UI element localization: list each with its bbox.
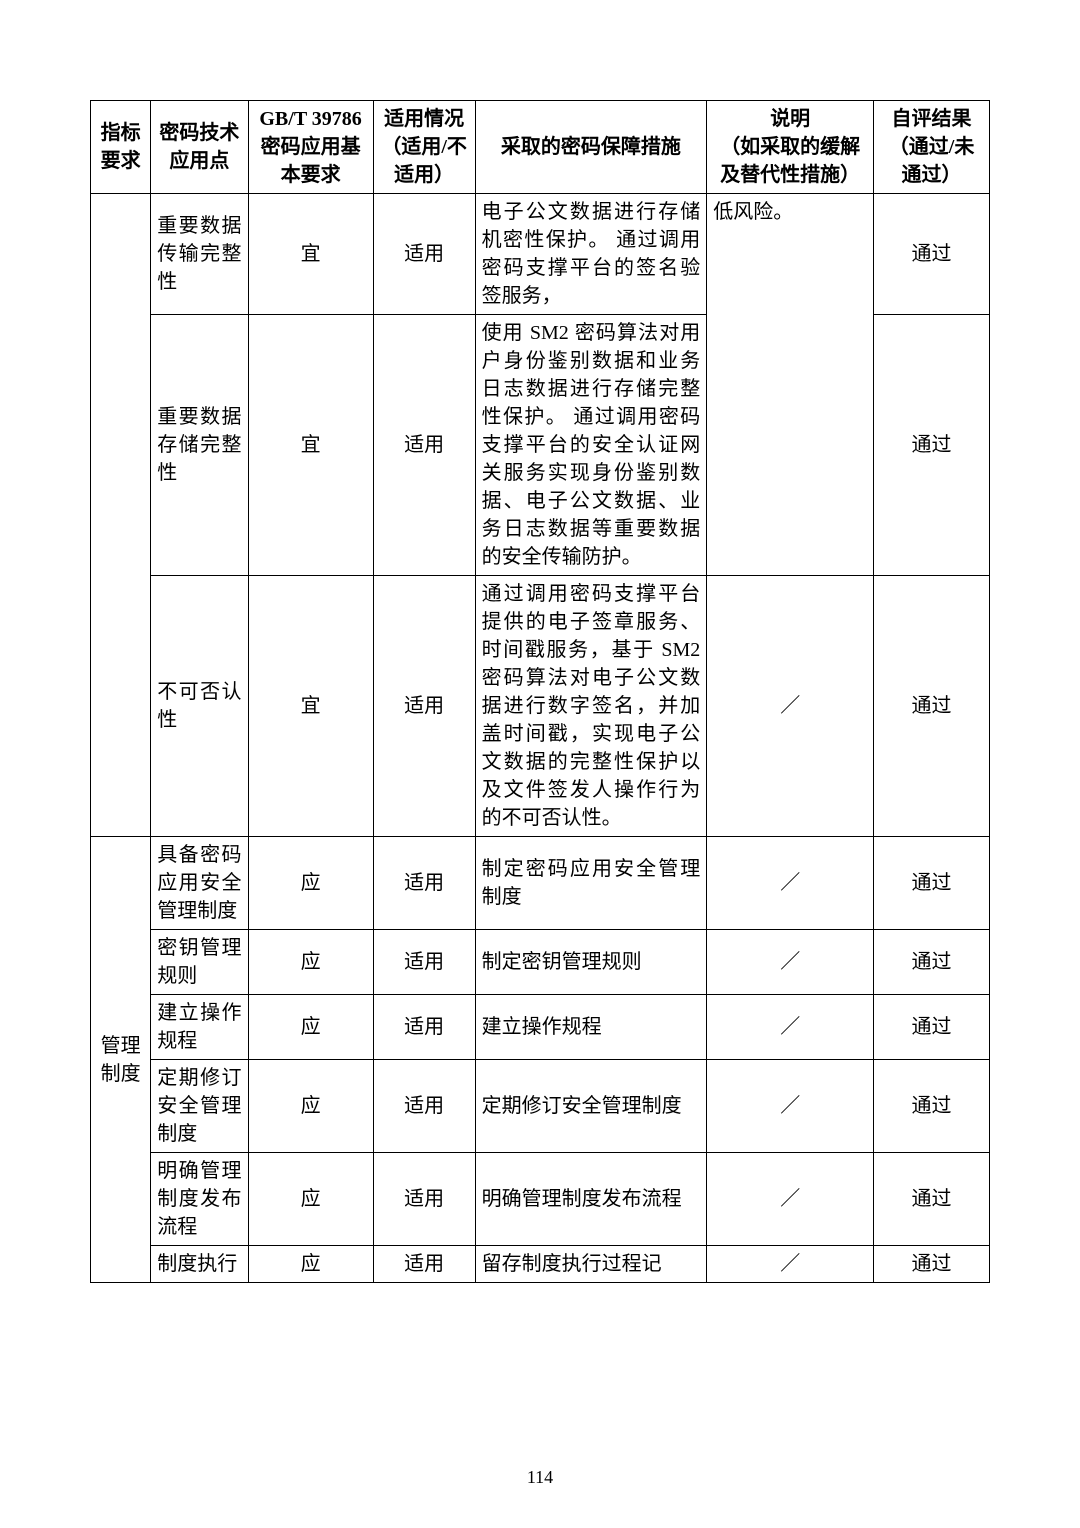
point-cell: 重要数据存储完整性 [151, 315, 248, 576]
point-cell: 建立操作规程 [151, 995, 248, 1060]
table-row: 不可否认性 宜 适用 通过调用密码支撑平台提供的电子签章服务、时间戳服务，基于 … [91, 576, 990, 837]
crypto-eval-table: 指标要求 密码技术应用点 GB/T 39786密码应用基本要求 适用情况（适用/… [90, 100, 990, 1283]
table-row: 定期修订安全管理制度 应 适用 定期修订安全管理制度 ／ 通过 [91, 1060, 990, 1153]
note-cell: ／ [707, 1246, 874, 1283]
point-cell: 定期修订安全管理制度 [151, 1060, 248, 1153]
indicator-cell [91, 194, 151, 837]
note-cell: ／ [707, 837, 874, 930]
h1: 指标要求 [101, 122, 141, 172]
point-cell: 密钥管理规则 [151, 930, 248, 995]
table-row: 明确管理制度发布流程 应 适用 明确管理制度发布流程 ／ 通过 [91, 1153, 990, 1246]
note-cell: 低风险。 [707, 194, 874, 576]
applicable-cell: 适用 [373, 837, 475, 930]
col-measure: 采取的密码保障措施 [475, 101, 707, 194]
col-point: 密码技术应用点 [151, 101, 248, 194]
result-cell: 通过 [874, 930, 990, 995]
req-cell: 宜 [248, 576, 373, 837]
point-cell: 具备密码应用安全管理制度 [151, 837, 248, 930]
measure-cell: 建立操作规程 [475, 995, 707, 1060]
applicable-cell: 适用 [373, 315, 475, 576]
measure-cell: 定期修订安全管理制度 [475, 1060, 707, 1153]
measure-cell: 电子公文数据进行存储机密性保护。 通过调用密码支撑平台的签名验签服务， [475, 194, 707, 315]
table-row: 制度执行 应 适用 留存制度执行过程记 ／ 通过 [91, 1246, 990, 1283]
measure-cell: 通过调用密码支撑平台提供的电子签章服务、时间戳服务，基于 SM2 密码算法对电子… [475, 576, 707, 837]
note-cell: ／ [707, 1060, 874, 1153]
req-cell: 应 [248, 930, 373, 995]
col-gbt: GB/T 39786密码应用基本要求 [248, 101, 373, 194]
applicable-cell: 适用 [373, 930, 475, 995]
h2: 密码技术应用点 [159, 122, 239, 172]
result-cell: 通过 [874, 194, 990, 315]
result-cell: 通过 [874, 837, 990, 930]
tbody: 重要数据传输完整性 宜 适用 电子公文数据进行存储机密性保护。 通过调用密码支撑… [91, 194, 990, 1283]
note-cell: ／ [707, 995, 874, 1060]
req-cell: 应 [248, 995, 373, 1060]
applicable-cell: 适用 [373, 1246, 475, 1283]
table-row: 建立操作规程 应 适用 建立操作规程 ／ 通过 [91, 995, 990, 1060]
thead: 指标要求 密码技术应用点 GB/T 39786密码应用基本要求 适用情况（适用/… [91, 101, 990, 194]
applicable-cell: 适用 [373, 1060, 475, 1153]
req-cell: 应 [248, 837, 373, 930]
point-cell: 制度执行 [151, 1246, 248, 1283]
page-number: 114 [0, 1467, 1080, 1488]
req-cell: 应 [248, 1246, 373, 1283]
table-row: 管理制度 具备密码应用安全管理制度 应 适用 制定密码应用安全管理制度 ／ 通过 [91, 837, 990, 930]
req-cell: 宜 [248, 194, 373, 315]
indicator-cell: 管理制度 [91, 837, 151, 1283]
point-cell: 重要数据传输完整性 [151, 194, 248, 315]
col-indicator: 指标要求 [91, 101, 151, 194]
measure-cell: 明确管理制度发布流程 [475, 1153, 707, 1246]
point-cell: 不可否认性 [151, 576, 248, 837]
result-cell: 通过 [874, 1153, 990, 1246]
col-note: 说明（如采取的缓解及替代性措施） [707, 101, 874, 194]
note-cell: ／ [707, 1153, 874, 1246]
applicable-cell: 适用 [373, 194, 475, 315]
applicable-cell: 适用 [373, 995, 475, 1060]
page: 指标要求 密码技术应用点 GB/T 39786密码应用基本要求 适用情况（适用/… [0, 0, 1080, 1528]
result-cell: 通过 [874, 995, 990, 1060]
table-row: 密钥管理规则 应 适用 制定密钥管理规则 ／ 通过 [91, 930, 990, 995]
measure-cell: 制定密钥管理规则 [475, 930, 707, 995]
result-cell: 通过 [874, 1060, 990, 1153]
result-cell: 通过 [874, 1246, 990, 1283]
measure-cell: 留存制度执行过程记 [475, 1246, 707, 1283]
h5: 采取的密码保障措施 [501, 136, 681, 158]
col-applicable: 适用情况（适用/不适用） [373, 101, 475, 194]
measure-cell: 使用 SM2 密码算法对用户身份鉴别数据和业务日志数据进行存储完整性保护。 通过… [475, 315, 707, 576]
note-cell: ／ [707, 576, 874, 837]
result-cell: 通过 [874, 315, 990, 576]
measure-cell: 制定密码应用安全管理制度 [475, 837, 707, 930]
applicable-cell: 适用 [373, 576, 475, 837]
col-result: 自评结果（通过/未通过） [874, 101, 990, 194]
req-cell: 应 [248, 1060, 373, 1153]
point-cell: 明确管理制度发布流程 [151, 1153, 248, 1246]
applicable-cell: 适用 [373, 1153, 475, 1246]
note-cell: ／ [707, 930, 874, 995]
req-cell: 应 [248, 1153, 373, 1246]
req-cell: 宜 [248, 315, 373, 576]
header-row: 指标要求 密码技术应用点 GB/T 39786密码应用基本要求 适用情况（适用/… [91, 101, 990, 194]
table-row: 重要数据传输完整性 宜 适用 电子公文数据进行存储机密性保护。 通过调用密码支撑… [91, 194, 990, 315]
result-cell: 通过 [874, 576, 990, 837]
